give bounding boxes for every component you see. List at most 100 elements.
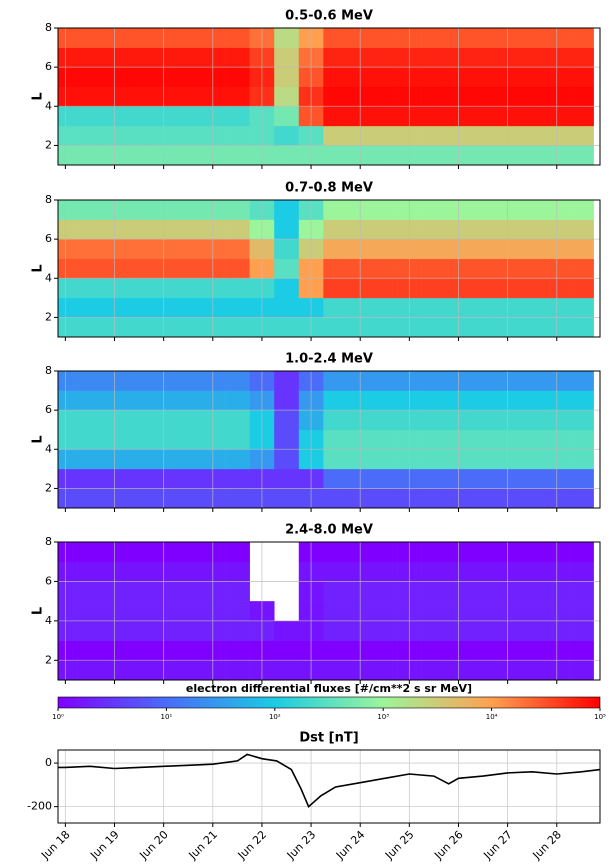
- heat-cell: [175, 410, 201, 431]
- heat-cell: [77, 317, 103, 338]
- heat-cell: [175, 371, 201, 391]
- colorbar: [57, 696, 601, 709]
- heat-cell: [58, 106, 78, 127]
- y-tick-label: 6: [45, 232, 52, 245]
- heat-cell: [519, 200, 545, 220]
- heat-cell: [323, 125, 349, 146]
- heat-cell: [225, 278, 250, 299]
- heat-cell: [77, 640, 103, 661]
- colorbar-tick-label: 10⁵: [594, 713, 606, 721]
- heat-cell: [58, 429, 78, 450]
- heat-cell: [225, 468, 250, 489]
- heat-cell: [58, 219, 78, 240]
- heat-cell: [470, 145, 496, 166]
- heat-cell: [126, 239, 152, 260]
- heat-cell: [421, 449, 447, 470]
- heat-cell: [470, 640, 496, 661]
- dst-line: [58, 753, 601, 809]
- x-tick-label: Jun 18: [38, 828, 72, 862]
- y-tick-label: 4: [45, 442, 52, 455]
- heat-cell: [470, 371, 496, 391]
- heat-cell: [274, 390, 300, 411]
- heat-cell: [519, 640, 545, 661]
- heat-cell: [126, 317, 152, 338]
- heat-cell: [58, 47, 78, 68]
- heat-cell: [323, 561, 349, 582]
- x-tick-label: Jun 24: [333, 828, 367, 862]
- heat-cell: [274, 86, 300, 107]
- heat-cell: [569, 620, 594, 641]
- heat-cell: [519, 297, 545, 318]
- y-tick-label: 2: [45, 138, 52, 151]
- y-tick-label: 6: [45, 60, 52, 73]
- heat-cell: [175, 219, 201, 240]
- heat-cell: [126, 278, 152, 299]
- heat-cell: [225, 47, 250, 68]
- heat-cell: [569, 390, 594, 411]
- heat-cell: [175, 581, 201, 602]
- heat-cell: [470, 47, 496, 68]
- heat-cell: [421, 561, 447, 582]
- heat-cell: [372, 488, 398, 509]
- heat-cell: [225, 601, 250, 622]
- heat-cell: [126, 449, 152, 470]
- heat-cell: [126, 86, 152, 107]
- heat-cell: [569, 429, 594, 450]
- heat-cell: [175, 86, 201, 107]
- heat-cell: [519, 601, 545, 622]
- heat-cell: [569, 28, 594, 48]
- heat-cell: [470, 601, 496, 622]
- heat-cell: [58, 390, 78, 411]
- heat-cell: [470, 86, 496, 107]
- heat-cell: [126, 542, 152, 563]
- heat-cell: [225, 449, 250, 470]
- heat-cell: [175, 125, 201, 146]
- panel-title: 0.7-0.8 MeV: [285, 181, 373, 196]
- colorbar-tick-label: 10⁰: [52, 713, 64, 721]
- heat-cell: [126, 125, 152, 146]
- heat-cell: [323, 86, 349, 107]
- axes-frame: [57, 199, 601, 338]
- heat-cell: [126, 297, 152, 318]
- heat-cell: [470, 660, 496, 681]
- heat-cell: [372, 67, 398, 88]
- heat-cell: [175, 468, 201, 489]
- heat-cell: [58, 86, 78, 107]
- heat-cell: [274, 468, 300, 489]
- heat-cell: [569, 86, 594, 107]
- heat-cell: [274, 145, 300, 166]
- heat-cell: [569, 410, 594, 431]
- heat-cell: [77, 390, 103, 411]
- heat-cell: [421, 581, 447, 602]
- heat-cell: [323, 67, 349, 88]
- heat-cell: [421, 429, 447, 450]
- heat-cell: [175, 449, 201, 470]
- heat-cell: [77, 86, 103, 107]
- heat-cell: [225, 219, 250, 240]
- heat-cell: [323, 640, 349, 661]
- heat-cell: [274, 297, 300, 318]
- panel-title: 1.0-2.4 MeV: [285, 352, 373, 367]
- heat-cell: [372, 449, 398, 470]
- heat-cell: [323, 47, 349, 68]
- heat-cell: [126, 390, 152, 411]
- y-tick-label: 0: [45, 756, 52, 769]
- heat-cell: [323, 429, 349, 450]
- heat-cell: [372, 581, 398, 602]
- heat-cell: [569, 542, 594, 563]
- heat-cell: [175, 640, 201, 661]
- heat-cell: [519, 561, 545, 582]
- heat-cell: [274, 106, 300, 127]
- heat-cell: [126, 47, 152, 68]
- heat-cell: [519, 67, 545, 88]
- heat-cell: [470, 449, 496, 470]
- heat-cell: [372, 278, 398, 299]
- heat-cell: [323, 28, 349, 48]
- heat-cell: [421, 601, 447, 622]
- heat-cell: [225, 200, 250, 220]
- heat-cell: [519, 660, 545, 681]
- heat-cell: [323, 371, 349, 391]
- heat-cell: [175, 258, 201, 279]
- heat-cell: [372, 106, 398, 127]
